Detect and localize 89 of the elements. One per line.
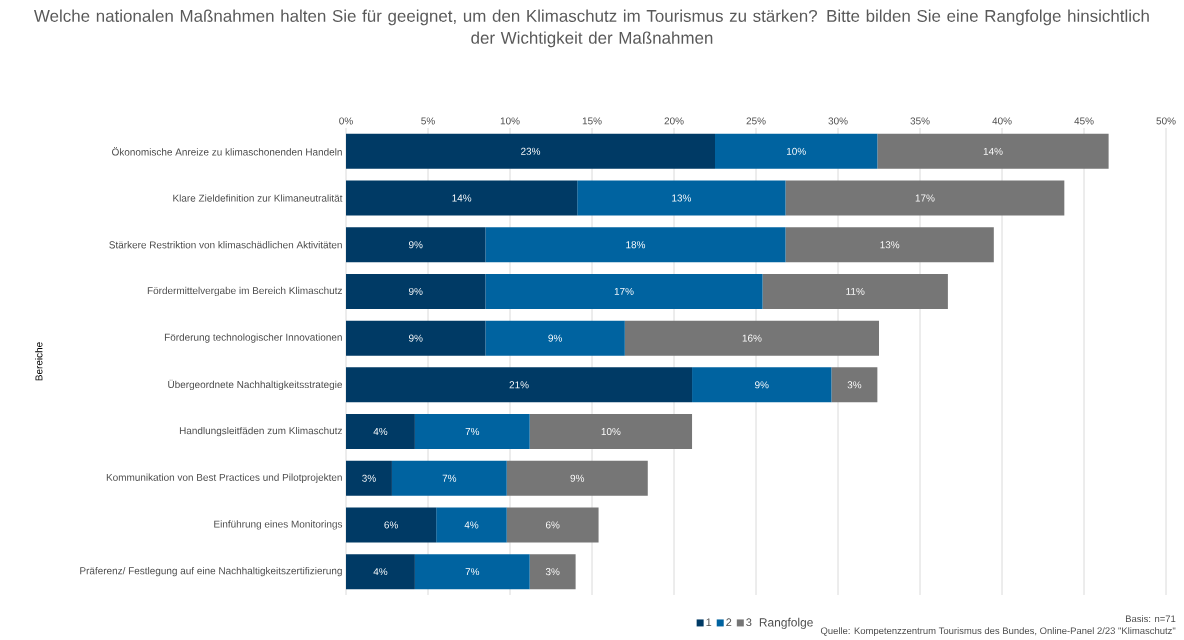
x-tick-label: 45% xyxy=(1074,117,1094,125)
data-label: 10% xyxy=(601,428,621,436)
data-label: 3% xyxy=(362,474,376,482)
bar xyxy=(346,414,415,450)
data-label: 7% xyxy=(442,474,457,482)
x-tick-label: 40% xyxy=(992,117,1012,125)
bar xyxy=(346,273,486,309)
bar xyxy=(577,180,786,216)
data-label: 17% xyxy=(614,287,634,295)
bar xyxy=(414,554,530,590)
data-label: 14% xyxy=(983,147,1003,155)
data-label: 7% xyxy=(465,568,480,576)
data-label: 9% xyxy=(408,287,423,295)
data-label: 4% xyxy=(373,568,388,576)
data-label: 6% xyxy=(384,521,398,529)
bar xyxy=(715,133,878,169)
data-label: 7% xyxy=(465,428,480,436)
data-label: 16% xyxy=(742,334,762,342)
data-label: 3% xyxy=(847,381,862,389)
bar xyxy=(436,507,507,543)
bar xyxy=(692,367,832,403)
x-tick-label: 5% xyxy=(421,117,435,125)
y-tick-label: Handlungsleitfäden zum Klimaschutz xyxy=(179,426,342,437)
chart-title: Welche nationalen Maßnahmen halten Sie für geeignet, um den Klimaschutz im Tourismus zu stärken? Bitte bilden Sie eine Rangfolge hinsichtlich der Wichtigkeit der Maßnahmen xyxy=(33,9,1149,48)
bar xyxy=(414,414,530,450)
bar xyxy=(346,460,392,496)
data-label: 9% xyxy=(548,334,562,342)
data-label: 13% xyxy=(672,194,692,202)
x-tick-label: 15% xyxy=(582,117,602,125)
bar xyxy=(346,507,437,543)
legend-title: Rangfolge xyxy=(759,617,813,629)
bar xyxy=(391,460,507,496)
data-label: 9% xyxy=(570,474,585,482)
bar xyxy=(785,180,1065,216)
bar xyxy=(762,273,948,309)
bar xyxy=(877,133,1109,169)
y-tick-label: Übergeordnete Nachhaltigkeitsstrategie xyxy=(168,379,342,391)
y-tick-label: Ökonomische Anreize zu klimaschonenden Handeln xyxy=(112,147,342,156)
data-label: 13% xyxy=(880,241,900,249)
bar xyxy=(624,320,880,356)
y-axis-title: Bereiche xyxy=(35,342,43,381)
x-tick-label: 0% xyxy=(339,117,353,125)
y-tick-label: Kommunikation von Best Practices und Pilotprojekten xyxy=(106,473,342,483)
data-label: 9% xyxy=(755,381,769,389)
x-tick-label: 10% xyxy=(500,117,520,125)
data-label: 11% xyxy=(846,287,865,295)
data-label: 4% xyxy=(373,428,388,436)
y-tick-label: Klare Zieldefinition zur Klimaneutralität xyxy=(173,194,343,202)
bar xyxy=(485,320,625,356)
legend-label: 2 xyxy=(726,618,732,627)
bar xyxy=(506,460,648,496)
bar xyxy=(346,227,486,263)
bar xyxy=(485,227,786,263)
data-label: 10% xyxy=(786,147,806,155)
text: Basis: n=71 xyxy=(1125,615,1176,623)
bar xyxy=(785,227,994,263)
x-tick-label: 20% xyxy=(664,117,684,125)
y-tick-label: Einführung eines Monitorings xyxy=(214,520,343,530)
data-label: 21% xyxy=(509,381,529,389)
data-label: 3% xyxy=(545,568,560,576)
x-tick-label: 25% xyxy=(746,117,766,125)
source-note: Quelle: Kompetenzzentrum Tourismus des Bundes, Online-Panel 2/23 "Klimaschutz" xyxy=(820,627,1176,636)
data-label: 6% xyxy=(545,521,560,529)
bar xyxy=(346,133,716,169)
data-label: 9% xyxy=(408,334,423,342)
bar xyxy=(485,273,763,309)
data-label: 4% xyxy=(464,521,479,529)
bar xyxy=(506,507,599,543)
data-label: 23% xyxy=(521,147,541,155)
y-tick-label: Präferenz/ Festlegung auf eine Nachhaltigkeitszertifizierung xyxy=(80,567,342,577)
x-tick-label: 30% xyxy=(828,117,848,125)
bar xyxy=(346,367,693,403)
y-tick-label: Stärkere Restriktion von klimaschädlichen Aktivitäten xyxy=(109,241,342,249)
bar xyxy=(831,367,878,403)
data-label: 17% xyxy=(915,194,935,202)
y-tick-label: Förderung technologischer Innovationen xyxy=(164,333,342,343)
data-label: 9% xyxy=(408,241,423,249)
bar xyxy=(529,414,693,450)
data-label: 18% xyxy=(626,241,646,249)
legend-label: 3 xyxy=(746,618,752,627)
bar xyxy=(346,180,578,216)
data-label: 14% xyxy=(452,194,472,202)
legend-label: 1 xyxy=(706,618,712,626)
bar xyxy=(346,320,486,356)
y-tick-label: Fördermittelvergabe im Bereich Klimaschutz xyxy=(147,286,342,297)
x-tick-label: 35% xyxy=(910,117,930,125)
x-tick-label: 50% xyxy=(1156,117,1176,125)
bar xyxy=(346,554,415,590)
bar xyxy=(529,554,576,590)
